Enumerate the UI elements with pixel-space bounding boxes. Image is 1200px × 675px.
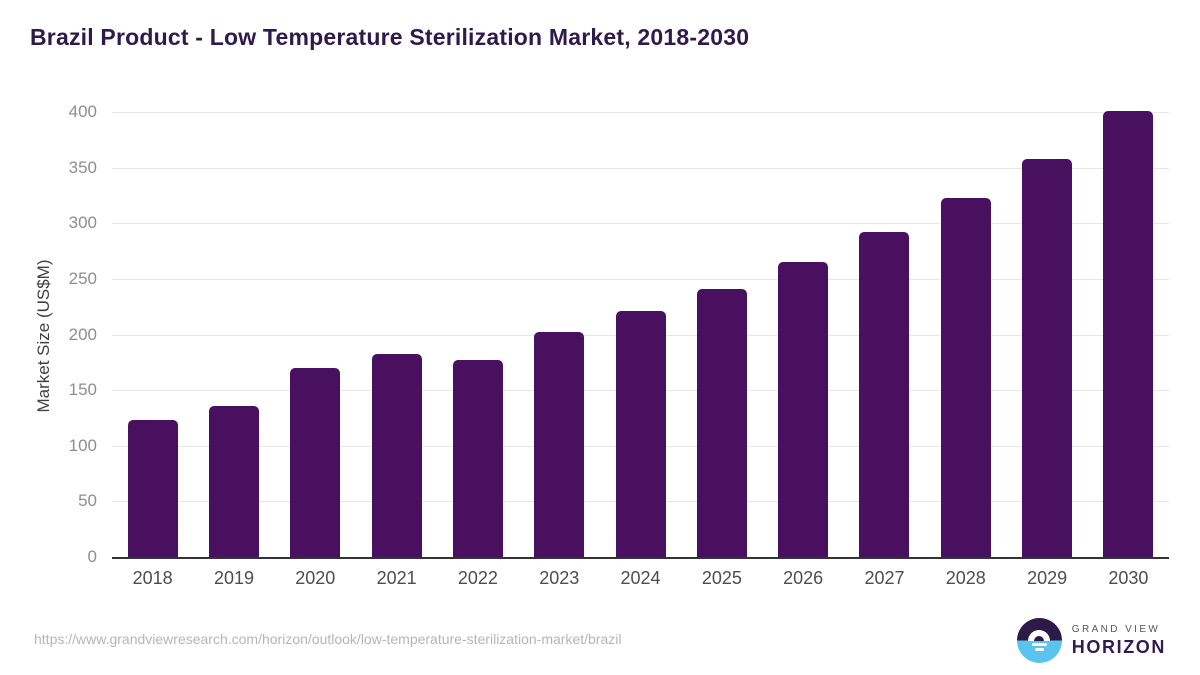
gridline-350 (112, 167, 1169, 169)
bars-row (112, 110, 1169, 558)
bar-slot-2026 (763, 113, 844, 558)
source-url: https://www.grandviewresearch.com/horizo… (34, 631, 622, 647)
y-tick-0: 0 (87, 547, 97, 566)
x-label-2028: 2028 (945, 568, 986, 588)
bar-slot-2022 (437, 113, 518, 558)
plot-area: Market Size (US$M) 0 50 100 150 200 250 300 350… (34, 102, 1169, 566)
bar-slot-2020 (275, 113, 356, 558)
y-tick-150: 150 (68, 380, 97, 400)
gridline-250 (112, 278, 1169, 280)
y-tick-100: 100 (68, 435, 97, 455)
x-label-2023: 2023 (539, 568, 580, 588)
y-tick-200: 200 (68, 324, 97, 344)
bar-2019 (208, 405, 259, 558)
bar-2029 (1022, 158, 1073, 558)
x-label-2029: 2029 (1027, 568, 1068, 588)
x-label-2022: 2022 (457, 568, 498, 588)
bar-2021 (371, 354, 422, 558)
y-tick-300: 300 (68, 213, 97, 233)
bar-slot-2024 (600, 113, 681, 558)
bar-2024 (615, 311, 666, 558)
x-label-2025: 2025 (701, 568, 742, 588)
bar-slot-2019 (193, 113, 274, 558)
y-tick-400: 400 (68, 102, 97, 121)
horizon-sun-icon (1016, 618, 1062, 663)
x-axis-labels: 2018 2019 2020 2021 2022 2023 2024 2025 2026 2027… (112, 568, 1169, 589)
y-tick-50: 50 (78, 491, 97, 511)
gridline-400 (112, 112, 1169, 113)
bar-slot-2029 (1006, 113, 1087, 558)
chart-title: Brazil Product - Low Temperature Sterili… (30, 24, 750, 50)
x-label-2024: 2024 (620, 568, 661, 588)
x-label-2027: 2027 (864, 568, 905, 588)
x-label-2018: 2018 (132, 568, 173, 588)
bar-slot-2028 (925, 113, 1006, 558)
logo-product-name: HORIZON (1071, 636, 1166, 657)
x-axis-line (112, 557, 1169, 559)
bar-2022 (452, 360, 503, 558)
bar-slot-2030 (1088, 110, 1169, 558)
bar-slot-2027 (844, 113, 925, 558)
bar-2020 (290, 367, 341, 558)
bar-2023 (534, 332, 585, 558)
bar-2026 (778, 262, 829, 558)
x-label-2030: 2030 (1108, 568, 1149, 588)
x-label-2026: 2026 (783, 568, 824, 588)
bar-slot-2025 (681, 113, 762, 558)
grand-view-horizon-logo: GRAND VIEW HORIZON (1016, 618, 1166, 663)
y-tick-250: 250 (68, 268, 97, 288)
bar-2018 (127, 420, 178, 558)
x-label-2020: 2020 (295, 568, 336, 588)
x-label-2019: 2019 (213, 568, 254, 588)
bar-slot-2023 (519, 113, 600, 558)
bar-2027 (859, 232, 910, 558)
bar-2025 (696, 288, 747, 558)
bar-slot-2018 (112, 113, 193, 558)
x-label-2021: 2021 (376, 568, 417, 588)
bar-slot-2021 (356, 113, 437, 558)
bar-2030 (1103, 110, 1154, 558)
logo-brand-name: GRAND VIEW (1071, 623, 1161, 635)
bar-2028 (940, 197, 991, 558)
y-tick-350: 350 (68, 157, 97, 177)
gridline-300 (112, 223, 1169, 225)
